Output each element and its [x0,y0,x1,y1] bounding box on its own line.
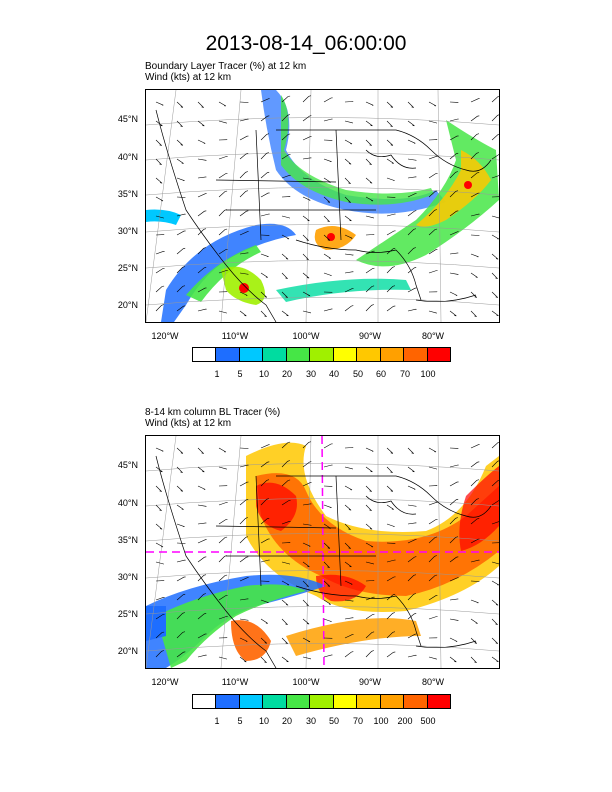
panel-1-lat-label: 35°N [117,189,138,199]
panel-1-lon-label: 120°W [151,331,179,341]
panel-2-colorbar-label: 1 [214,716,220,726]
panel-2-colorbar-label: 70 [352,716,363,726]
panel-2-map-canvas [146,436,499,668]
panel-1-colorbar-label: 60 [375,369,386,379]
panel-1-colorbar-label: 1 [214,369,220,379]
panel-2-colorbar [192,694,451,709]
colorbar-swatch [263,348,287,361]
colorbar-swatch [427,695,450,708]
colorbar-swatch [310,348,334,361]
panel-1-colorbar-label: 5 [237,369,243,379]
panel-1-coastlines [155,109,492,322]
panel-1-lon-label: 80°W [421,331,445,341]
page-title: 2013-08-14_06:00:00 [205,32,407,55]
colorbar-swatch [380,695,405,708]
panel-2-colorbar-label: 20 [281,716,292,726]
colorbar-swatch [357,348,381,361]
panel-1-colorbar-label: 20 [281,369,292,379]
wind-barbs [155,441,499,663]
panel-2-coastlines [155,455,492,668]
panel-1-lat-label: 25°N [117,263,138,273]
panel-1-lat-label: 30°N [117,226,138,236]
colorbar-swatch [404,348,428,361]
panel-1-colorbar-label: 10 [258,369,269,379]
colorbar-swatch [263,695,287,708]
panel-2-colorbar-label: 5 [237,716,243,726]
panel-2-title: 8-14 km column BL Tracer (%) [145,407,281,418]
panel-2-tracer-field [146,442,499,668]
panel-2-colorbar-label: 100 [373,716,389,726]
colorbar-swatch [427,348,450,361]
panel-2-lat-label: 45°N [117,460,138,470]
panel-1-colorbar-label: 30 [305,369,316,379]
panel-2-lat-label: 40°N [117,498,138,508]
colorbar-swatch [239,348,264,361]
panel-1-map-canvas [146,90,499,322]
colorbar-swatch [286,695,311,708]
colorbar-swatch [380,348,405,361]
colorbar-swatch [216,348,240,361]
panel-1-lon-label: 100°W [292,331,320,341]
panel-1-lat-label: 40°N [117,152,138,162]
panel-1-graticule [146,90,499,322]
colorbar-swatch [286,348,311,361]
panel-1-lon-label: 110°W [221,331,249,341]
colorbar-swatch [404,695,428,708]
panel-2-colorbar-label: 200 [397,716,413,726]
panel-1-tracer-field [146,90,499,322]
panel-1-colorbar-label: 100 [420,369,436,379]
panel-1-lat-label: 20°N [117,300,138,310]
colorbar-swatch [333,695,358,708]
panel-2-map [145,435,500,669]
panel-1-lat-label: 45°N [117,114,138,124]
panel-1-subtitle: Wind (kts) at 12 km [145,72,232,83]
wind-barbs [155,95,499,317]
colorbar-swatch [310,695,334,708]
panel-2-lat-label: 20°N [117,646,138,656]
panel-2-lat-label: 30°N [117,572,138,582]
panel-1-map [145,89,500,323]
panel-2-lon-label: 90°W [358,677,382,687]
panel-2-lat-label: 35°N [117,535,138,545]
panel-2-lon-label: 80°W [421,677,445,687]
panel-2-dashed-line [146,436,499,668]
panel-1-colorbar-label: 40 [328,369,339,379]
colorbar-swatch [357,695,381,708]
panel-2-lon-label: 110°W [221,677,249,687]
colorbar-swatch [193,348,217,361]
panel-1-colorbar-label: 50 [352,369,363,379]
colorbar-swatch [333,348,358,361]
panel-2-lat-label: 25°N [117,609,138,619]
panel-1-colorbar [192,347,451,362]
panel-2-colorbar-label: 10 [258,716,269,726]
panel-2-colorbar-label: 500 [420,716,436,726]
panel-2-lon-label: 100°W [292,677,320,687]
colorbar-swatch [239,695,264,708]
colorbar-swatch [193,695,217,708]
panel-2-subtitle: Wind (kts) at 12 km [145,418,232,429]
panel-1-lon-label: 90°W [358,331,382,341]
panel-2-colorbar-label: 50 [328,716,339,726]
panel-1-colorbar-label: 70 [399,369,410,379]
panel-2-lon-label: 120°W [151,677,179,687]
panel-1-title: Boundary Layer Tracer (%) at 12 km [145,61,307,72]
colorbar-swatch [216,695,240,708]
panel-2-colorbar-label: 30 [305,716,316,726]
